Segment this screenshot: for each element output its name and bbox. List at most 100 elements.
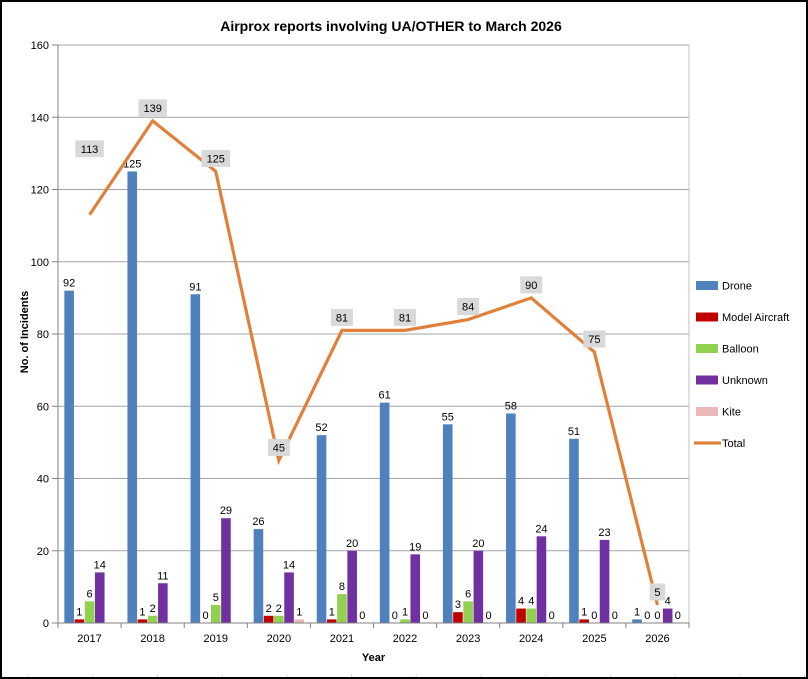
bar-label-drone-2025: 51 [568,426,580,438]
total-label-2025: 75 [588,334,600,346]
total-label-2021: 81 [336,312,348,324]
bar-label-balloon-2019: 5 [213,592,219,604]
bar-label-balloon-2023: 6 [465,588,471,600]
y-tick-label: 160 [31,40,49,52]
bar-unknown-2023 [473,550,484,623]
bar-kite-2020 [294,619,305,623]
bar-label-balloon-2018: 2 [150,603,156,615]
bar-label-balloon-2017: 6 [86,588,92,600]
bar-model-aircraft-2025 [579,619,589,623]
legend-label-kite: Kite [722,407,741,419]
bar-label-unknown-2017: 14 [94,559,106,571]
x-tick-label-2024: 2024 [519,633,543,645]
bar-model-aircraft-2018 [137,619,148,623]
bar-label-balloon-2026: 0 [654,610,660,622]
x-tick-label-2018: 2018 [140,633,164,645]
bar-unknown-2025 [599,539,610,623]
total-label-2023: 84 [462,302,474,314]
bar-drone-2020 [253,529,264,623]
bar-balloon-2017 [84,601,95,623]
total-label-2024: 90 [525,280,537,292]
total-label-bg-2023 [457,298,480,316]
bar-unknown-2018 [158,583,168,623]
bar-label-kite-2024: 0 [549,610,555,622]
total-label-bg-2020 [267,438,290,456]
bar-balloon-2024 [526,608,537,623]
bar-label-model-aircraft-2022: 0 [392,610,398,622]
bar-model-aircraft-2020 [263,615,274,623]
bar-label-unknown-2020: 14 [283,559,295,571]
bar-label-drone-2018: 125 [123,158,141,170]
y-tick-label: 40 [37,474,49,486]
total-label-2020: 45 [273,442,285,454]
total-label-bg-2021 [330,308,353,326]
bar-model-aircraft-2024 [516,608,526,623]
total-label-bg-2022 [394,308,417,326]
legend-swatch-total [694,441,721,445]
bar-label-unknown-2023: 20 [472,538,484,550]
bar-balloon-2018 [147,615,158,623]
bar-unknown-2019 [221,518,231,623]
total-line [88,118,660,606]
y-tick-label: 100 [31,257,49,269]
bar-drone-2025 [569,438,579,623]
bar-label-unknown-2019: 29 [220,505,232,517]
bar-label-drone-2021: 52 [315,422,327,434]
y-tick-label: 0 [43,618,49,630]
x-axis-title: Year [361,652,386,664]
y-tick-label: 80 [37,329,49,341]
bar-label-model-aircraft-2025: 1 [581,606,587,618]
x-tick-label-2023: 2023 [456,633,480,645]
total-label-2019: 125 [207,153,225,165]
bar-label-kite-2026: 0 [675,610,681,622]
bar-balloon-2020 [274,615,284,623]
bar-unknown-2026 [662,608,673,623]
bar-label-model-aircraft-2018: 1 [139,606,145,618]
bar-label-model-aircraft-2017: 1 [76,606,82,618]
bar-balloon-2019 [210,604,221,623]
bar-unknown-2024 [536,536,547,623]
bar-model-aircraft-2017 [74,619,85,623]
legend-swatch-balloon [696,344,718,353]
bar-drone-2017 [64,290,74,623]
legend-swatch-drone [696,281,718,290]
bar-model-aircraft-2023 [453,612,463,623]
bar-label-balloon-2024: 4 [528,596,534,608]
bar-label-kite-2025: 0 [612,610,618,622]
bar-balloon-2021 [337,594,347,623]
bar-label-drone-2022: 61 [379,390,391,402]
x-tick-label-2026: 2026 [645,633,669,645]
bar-drone-2018 [127,171,138,623]
total-label-2018: 139 [143,103,161,115]
bar-label-model-aircraft-2026: 0 [644,610,650,622]
bar-label-model-aircraft-2024: 4 [518,596,524,608]
bar-label-unknown-2022: 19 [409,541,421,553]
bar-label-model-aircraft-2019: 0 [202,610,208,622]
bar-label-drone-2026: 1 [634,606,640,618]
total-label-bg-2018 [138,99,167,117]
bar-unknown-2022 [410,554,421,623]
bar-label-unknown-2025: 23 [598,527,610,539]
total-label-bg-2017 [75,140,104,158]
x-tick-label-2017: 2017 [77,633,101,645]
total-label-bg-2024 [520,276,543,294]
bar-unknown-2020 [284,572,294,623]
bar-label-model-aircraft-2020: 2 [266,603,272,615]
x-tick-label-2020: 2020 [267,633,291,645]
legend-swatch-model-aircraft [696,312,718,322]
bar-label-unknown-2024: 24 [535,523,547,535]
bar-label-balloon-2022: 1 [402,606,408,618]
bar-label-balloon-2025: 0 [591,610,597,622]
bar-label-balloon-2021: 8 [339,581,345,593]
y-tick-label: 20 [37,546,49,558]
x-tick-label-2022: 2022 [393,633,417,645]
bar-drone-2022 [379,402,390,623]
bar-label-model-aircraft-2023: 3 [455,599,461,611]
bar-drone-2019 [190,294,201,623]
bar-label-drone-2017: 92 [63,278,75,290]
total-label-2026: 5 [654,587,660,599]
total-label-2017: 113 [81,144,99,156]
bar-model-aircraft-2021 [326,619,337,623]
